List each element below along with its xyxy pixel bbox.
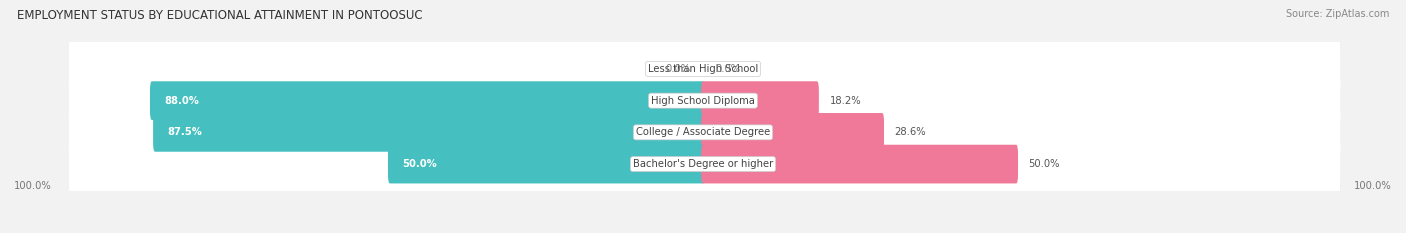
Text: 28.6%: 28.6%	[894, 127, 927, 137]
FancyBboxPatch shape	[702, 145, 1018, 183]
Text: 100.0%: 100.0%	[1354, 181, 1392, 191]
FancyBboxPatch shape	[69, 95, 1340, 171]
Text: 87.5%: 87.5%	[167, 127, 202, 137]
FancyBboxPatch shape	[69, 126, 1340, 203]
Text: Source: ZipAtlas.com: Source: ZipAtlas.com	[1285, 9, 1389, 19]
FancyBboxPatch shape	[388, 145, 704, 183]
Text: Bachelor's Degree or higher: Bachelor's Degree or higher	[633, 159, 773, 169]
FancyBboxPatch shape	[702, 113, 884, 152]
FancyBboxPatch shape	[153, 113, 704, 152]
Text: College / Associate Degree: College / Associate Degree	[636, 127, 770, 137]
Text: 100.0%: 100.0%	[14, 181, 52, 191]
FancyBboxPatch shape	[69, 63, 1340, 139]
FancyBboxPatch shape	[702, 81, 818, 120]
Text: 50.0%: 50.0%	[1029, 159, 1060, 169]
FancyBboxPatch shape	[150, 81, 704, 120]
Text: 88.0%: 88.0%	[165, 96, 200, 106]
Text: 50.0%: 50.0%	[402, 159, 437, 169]
Text: 0.0%: 0.0%	[716, 64, 741, 74]
Text: High School Diploma: High School Diploma	[651, 96, 755, 106]
Text: 0.0%: 0.0%	[665, 64, 690, 74]
FancyBboxPatch shape	[69, 63, 1340, 138]
FancyBboxPatch shape	[69, 126, 1340, 202]
FancyBboxPatch shape	[69, 95, 1340, 170]
Text: EMPLOYMENT STATUS BY EDUCATIONAL ATTAINMENT IN PONTOOSUC: EMPLOYMENT STATUS BY EDUCATIONAL ATTAINM…	[17, 9, 422, 22]
Text: 18.2%: 18.2%	[830, 96, 860, 106]
FancyBboxPatch shape	[69, 31, 1340, 107]
Text: Less than High School: Less than High School	[648, 64, 758, 74]
FancyBboxPatch shape	[69, 31, 1340, 107]
